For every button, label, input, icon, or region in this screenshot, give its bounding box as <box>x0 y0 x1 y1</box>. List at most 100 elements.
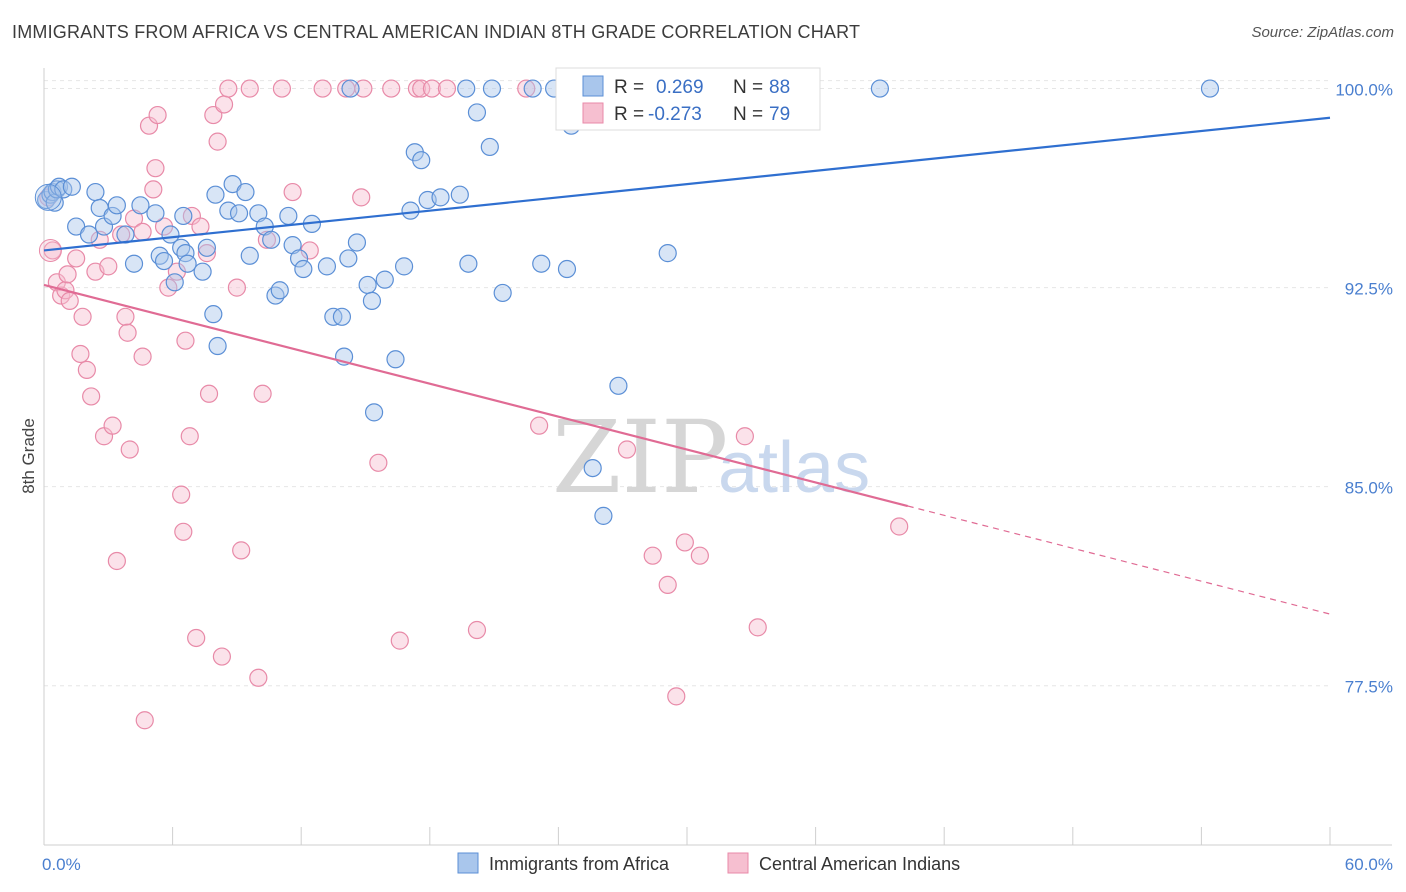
point-central-american-indians <box>146 159 165 178</box>
trend-line-cai-dashed <box>907 505 1331 615</box>
trend-lines <box>43 116 1331 615</box>
source-label: Source: ZipAtlas.com <box>1251 24 1394 41</box>
stats-r-value-cai: -0.273 <box>648 104 702 125</box>
stats-swatch-cai <box>582 102 604 124</box>
grid-lines <box>44 80 1330 687</box>
point-central-american-indians <box>99 257 118 276</box>
y-tick-label: 85.0% <box>1345 479 1393 498</box>
point-immigrants-from-africa <box>347 233 367 252</box>
point-immigrants-from-africa <box>62 177 81 196</box>
point-central-american-indians <box>407 79 427 98</box>
point-central-american-indians <box>118 323 137 342</box>
point-central-american-indians <box>60 291 79 310</box>
point-immigrants-from-africa <box>178 254 197 273</box>
point-central-american-indians <box>77 360 96 379</box>
point-immigrants-from-africa <box>431 188 450 207</box>
point-immigrants-from-africa <box>450 185 469 204</box>
point-immigrants-from-africa <box>339 249 358 268</box>
point-immigrants-from-africa <box>289 249 309 268</box>
point-central-american-indians <box>227 278 246 297</box>
point-central-american-indians <box>232 541 251 560</box>
point-immigrants-from-africa <box>358 275 377 295</box>
point-immigrants-from-africa <box>262 230 281 249</box>
point-central-american-indians <box>735 427 754 446</box>
point-central-american-indians <box>272 79 292 98</box>
point-central-american-indians <box>82 387 101 406</box>
point-central-american-indians <box>208 132 227 151</box>
point-immigrants-from-africa <box>523 79 542 98</box>
point-immigrants-from-africa <box>240 246 259 265</box>
point-immigrants-from-africa <box>609 376 628 395</box>
point-central-american-indians <box>133 347 152 366</box>
point-central-american-indians <box>67 249 86 268</box>
point-immigrants-from-africa <box>103 206 122 226</box>
point-central-american-indians <box>467 620 487 640</box>
point-immigrants-from-africa <box>193 262 212 281</box>
point-central-american-indians <box>617 440 637 459</box>
y-axis-title: 8th Grade <box>19 418 38 494</box>
point-immigrants-from-africa <box>236 182 255 202</box>
legend-label-cai: Central American Indians <box>759 854 960 874</box>
point-central-american-indians <box>133 222 152 241</box>
stats-box: R = 0.269 N = 88 R = -0.273 N = 79 <box>555 67 821 131</box>
point-immigrants-from-africa <box>658 244 677 263</box>
point-immigrants-from-africa <box>532 254 551 273</box>
y-tick-label: 77.5% <box>1345 678 1393 697</box>
stats-r-label-africa: R = <box>614 77 644 98</box>
point-central-american-indians <box>658 575 677 594</box>
y-tick-labels: 77.5% 85.0% 92.5% 100.0% <box>1335 81 1393 697</box>
point-immigrants-from-africa <box>317 257 337 276</box>
point-central-american-indians <box>197 244 216 263</box>
point-immigrants-from-africa <box>279 206 298 226</box>
point-central-american-indians <box>174 522 193 541</box>
point-immigrants-from-africa <box>208 336 227 356</box>
point-immigrants-from-africa <box>341 79 360 98</box>
point-central-american-indians <box>643 546 662 565</box>
point-immigrants-from-africa <box>229 204 249 223</box>
trend-line-africa-solid <box>43 116 1331 252</box>
point-central-american-indians <box>412 79 431 98</box>
point-immigrants-from-africa <box>493 283 512 303</box>
point-immigrants-from-africa <box>86 182 105 202</box>
point-central-american-indians <box>212 647 231 666</box>
point-central-american-indians <box>73 307 92 326</box>
point-central-american-indians <box>283 182 302 202</box>
point-central-american-indians <box>144 180 163 199</box>
stats-n-value-cai: 79 <box>769 104 790 125</box>
point-central-american-indians <box>240 79 259 98</box>
point-immigrants-from-africa <box>583 458 602 478</box>
point-central-american-indians <box>191 217 210 236</box>
point-central-american-indians <box>257 230 277 249</box>
y-tick-label: 100.0% <box>1335 81 1393 100</box>
point-central-american-indians <box>748 618 767 637</box>
point-central-american-indians <box>187 628 206 648</box>
point-immigrants-from-africa <box>386 350 405 369</box>
point-central-american-indians <box>176 331 195 350</box>
trend-line-cai-solid <box>43 283 909 508</box>
axes <box>43 68 1392 846</box>
point-cluster-africa <box>34 183 62 211</box>
stats-r-label-cai: R = <box>614 104 644 125</box>
point-immigrants-from-africa <box>154 251 174 271</box>
point-immigrants-from-africa <box>1200 79 1220 98</box>
point-immigrants-from-africa <box>79 225 99 244</box>
point-central-american-indians <box>422 79 442 98</box>
point-immigrants-from-africa <box>870 79 890 98</box>
stats-swatch-africa <box>582 75 604 97</box>
point-central-american-indians <box>219 79 238 98</box>
watermark-zip: ZIP <box>552 399 728 516</box>
point-central-american-indians <box>148 105 167 125</box>
point-immigrants-from-africa <box>594 506 613 525</box>
point-immigrants-from-africa <box>467 103 487 122</box>
point-central-american-indians <box>517 79 536 98</box>
point-immigrants-from-africa <box>457 79 476 98</box>
point-central-american-indians <box>354 79 373 98</box>
point-immigrants-from-africa <box>294 259 313 279</box>
point-immigrants-from-africa <box>362 291 382 310</box>
point-central-american-indians <box>530 416 549 435</box>
point-central-american-indians <box>667 687 686 706</box>
point-central-american-indians <box>675 533 694 552</box>
point-central-american-indians <box>116 307 135 326</box>
chart-title: IMMIGRANTS FROM AFRICA VS CENTRAL AMERIC… <box>12 22 861 42</box>
